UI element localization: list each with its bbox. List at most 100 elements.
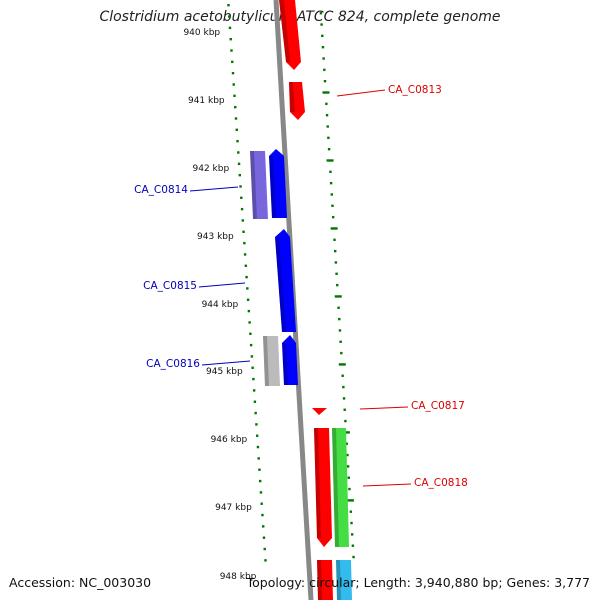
scale-tick xyxy=(258,468,261,471)
scale-label: 948 kbp xyxy=(220,572,257,582)
gene-features xyxy=(250,0,352,600)
scale-tick xyxy=(263,547,266,551)
scale-tick xyxy=(340,351,343,355)
scale-tick xyxy=(242,230,245,233)
gene-ca-c0815[interactable] xyxy=(275,229,296,332)
scale-tick xyxy=(329,170,332,174)
scale-tick xyxy=(338,363,346,366)
scale-tick xyxy=(248,321,251,324)
scale-tick xyxy=(261,513,264,517)
scale-tick xyxy=(326,159,334,162)
scale-tick xyxy=(335,272,338,275)
scale-label: 944 kbp xyxy=(202,300,239,310)
scale-tick xyxy=(319,12,323,15)
scale-tick xyxy=(238,173,241,177)
scale-tick xyxy=(228,26,232,30)
scale-tick xyxy=(264,559,267,562)
scale-tick xyxy=(252,377,255,381)
scale-tick xyxy=(262,525,265,528)
scale-tick xyxy=(331,204,334,208)
scale-tick xyxy=(325,113,329,117)
scale-tick xyxy=(254,411,257,415)
scale-tick xyxy=(235,128,238,132)
gene-ca-c0813[interactable] xyxy=(289,82,305,120)
leader-line xyxy=(362,483,412,487)
scale-tick xyxy=(327,147,331,151)
scale-tick xyxy=(245,275,248,279)
scale-tick xyxy=(240,207,244,211)
gene-label-text: CA_C0818 xyxy=(414,477,468,489)
scale-tick xyxy=(330,193,333,196)
scale-tick xyxy=(244,264,248,267)
scale-tick xyxy=(257,457,260,460)
gene-label-text: CA_C0817 xyxy=(411,400,465,412)
scale-tick xyxy=(336,283,339,287)
scale-tick xyxy=(253,400,257,403)
scale-label: 942 kbp xyxy=(193,164,230,174)
gene-ca-c0812[interactable] xyxy=(279,0,301,70)
scale-tick xyxy=(229,37,232,41)
scale-tick xyxy=(327,136,330,140)
scale-label: 943 kbp xyxy=(197,232,234,242)
gene-label[interactable]: CA_C0815 xyxy=(143,280,246,292)
scale-tick xyxy=(350,521,353,525)
scale-tick xyxy=(352,555,355,559)
scale-tick xyxy=(342,385,345,389)
scale-tick xyxy=(347,476,350,479)
gene-ca-c0817[interactable] xyxy=(312,408,327,415)
gene-label[interactable]: CA_C0813 xyxy=(336,84,442,97)
scale-tick xyxy=(345,442,348,445)
scale-tick xyxy=(243,253,247,256)
leader-line xyxy=(198,282,246,288)
scale-tick xyxy=(337,306,340,309)
scale-tick xyxy=(330,227,338,230)
scale-tick xyxy=(338,317,341,321)
gene-label[interactable]: CA_C0814 xyxy=(134,184,239,196)
gene-ca-c0816-gray[interactable] xyxy=(263,336,280,386)
scale-tick xyxy=(350,533,354,536)
map-title: Clostridium acetobutylicum ATCC 824, com… xyxy=(99,9,501,25)
gene-label[interactable]: CA_C0816 xyxy=(146,358,251,370)
scale-tick xyxy=(348,487,351,491)
scale-tick xyxy=(234,105,237,109)
scale-tick xyxy=(249,343,253,347)
leader-line xyxy=(359,406,409,410)
scale-tick xyxy=(333,249,337,253)
scale-tick xyxy=(255,434,259,437)
gene-label-text: CA_C0815 xyxy=(143,280,197,292)
scale-tick xyxy=(239,185,242,188)
scale-tick xyxy=(329,181,333,185)
gene-ca-c0814-violet[interactable] xyxy=(250,151,268,219)
scale-tick xyxy=(339,340,342,343)
gene-ca-c0818-red[interactable] xyxy=(314,428,332,547)
scale-label: 940 kbp xyxy=(183,28,220,38)
scale-tick xyxy=(237,162,241,166)
scale-tick xyxy=(323,79,327,83)
scale-label: 946 kbp xyxy=(211,435,248,445)
scale-tick xyxy=(237,151,240,154)
scale-tick xyxy=(346,453,349,457)
scale-tick xyxy=(260,502,263,505)
gene-ca-c0814[interactable] xyxy=(269,149,287,218)
scale-tick xyxy=(331,215,335,219)
scale-tick xyxy=(228,15,231,18)
scale-tick xyxy=(240,196,243,200)
scale-tick xyxy=(322,91,330,94)
gene-bottom-cyan[interactable] xyxy=(336,560,352,600)
scale-tick xyxy=(256,445,260,449)
gene-label[interactable]: CA_C0817 xyxy=(359,400,465,412)
scale-tick xyxy=(333,238,336,241)
gene-ca-c0818-green[interactable] xyxy=(332,428,349,547)
scale-tick xyxy=(246,298,250,301)
scale-label: 947 kbp xyxy=(215,503,252,513)
scale-tick xyxy=(344,419,347,423)
scale-tick xyxy=(349,510,353,513)
scale-tick xyxy=(227,4,230,7)
gene-label[interactable]: CA_C0818 xyxy=(362,477,468,489)
gene-bottom-red[interactable] xyxy=(317,560,333,600)
scale-tick xyxy=(232,83,235,86)
gene-ca-c0816[interactable] xyxy=(282,335,298,385)
scale-tick xyxy=(351,544,355,547)
gene-label-text: CA_C0814 xyxy=(134,184,188,196)
